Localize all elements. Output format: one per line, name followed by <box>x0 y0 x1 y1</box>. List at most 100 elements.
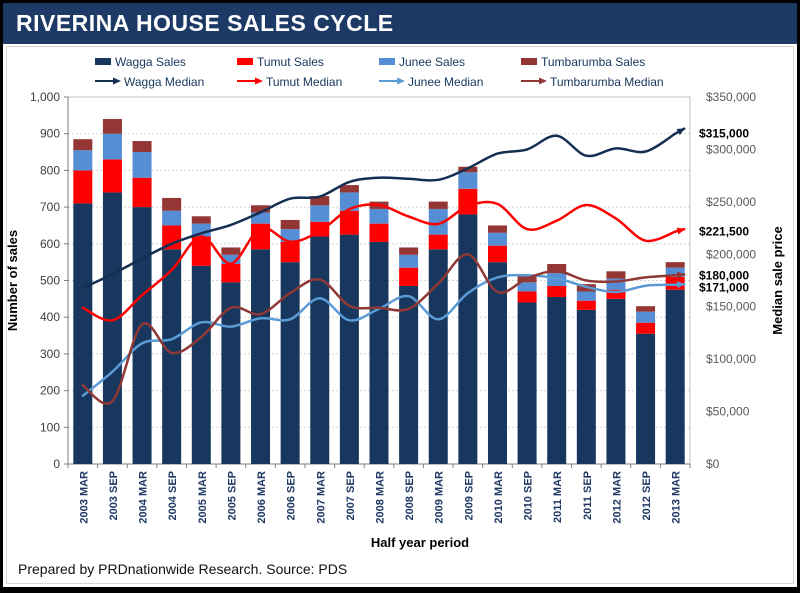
bar-segment-wagga-sales <box>102 192 122 465</box>
x-tick-label: 2005 MAR <box>197 471 209 524</box>
x-tick-label: 2012 MAR <box>611 471 623 524</box>
legend-label: Tumut Sales <box>257 54 324 69</box>
x-tick-label: 2007 SEP <box>345 471 357 521</box>
x-tick-label: 2004 SEP <box>167 471 179 521</box>
bar-segment-junee-sales <box>428 208 448 235</box>
bar-segment-tumut-sales <box>399 267 419 287</box>
bar-segment-junee-sales <box>132 152 152 178</box>
bar-segment-tumut-sales <box>162 225 182 250</box>
bar-segment-tumbarumba-sales <box>221 247 241 255</box>
bar-segment-tumut-sales <box>251 223 271 250</box>
bar-segment-tumbarumba-sales <box>547 263 567 274</box>
median-line-tumut-median <box>81 200 686 322</box>
x-tick-label: 2009 SEP <box>463 471 475 521</box>
right-tick-label: $50,000 <box>706 405 750 419</box>
x-tick-label: 2009 MAR <box>434 471 446 524</box>
bar-segment-wagga-sales <box>310 236 330 464</box>
median-line-tumbarumba-median <box>81 253 686 405</box>
bar-segment-junee-sales <box>606 278 626 290</box>
tumbarumba-median-arrow-icon <box>521 73 547 91</box>
x-tick-label: 2008 MAR <box>375 471 387 524</box>
right-tick-label: $200,000 <box>706 247 756 261</box>
bar-segment-junee-sales <box>636 311 656 323</box>
median-line-wagga-median <box>81 127 686 290</box>
bar-segment-tumut-sales <box>606 289 626 299</box>
source-note: Prepared by PRDnationwide Research. Sour… <box>18 561 348 577</box>
bar-segment-wagga-sales <box>280 262 300 464</box>
tumut-sales-swatch-icon <box>237 58 253 65</box>
tumut-median-arrow-icon <box>237 73 263 91</box>
x-tick-label: 2010 SEP <box>523 471 535 521</box>
bar-segment-tumbarumba-sales <box>280 219 300 230</box>
x-tick-label: 2010 MAR <box>493 471 505 524</box>
bar-segment-junee-sales <box>369 208 389 224</box>
x-tick-label: 2011 SEP <box>582 471 594 520</box>
junee-sales-swatch-icon <box>379 58 395 65</box>
legend-median-row: Wagga Median Tumut Median Junee Median T… <box>3 74 797 89</box>
y-tick-label: 200 <box>40 384 60 398</box>
y-tick-label: 300 <box>40 347 60 361</box>
x-tick-label: 2003 SEP <box>108 471 120 521</box>
callout-label: $180,000 <box>699 268 749 282</box>
y-tick-label: 700 <box>40 200 60 214</box>
right-tick-label: $250,000 <box>706 195 756 209</box>
legend-item-tumut-median: Tumut Median <box>237 74 342 89</box>
bar-segment-tumut-sales <box>221 263 241 283</box>
x-axis-title: Half year period <box>371 535 469 550</box>
bar-segment-wagga-sales <box>221 282 241 464</box>
bar-segment-junee-sales <box>399 254 419 268</box>
bar-segment-junee-sales <box>280 229 300 242</box>
legend-item-junee-sales: Junee Sales <box>379 54 465 69</box>
bar-segment-wagga-sales <box>665 289 685 464</box>
bar-segment-tumut-sales <box>576 300 596 310</box>
bar-segment-tumut-sales <box>369 223 389 242</box>
bar-segment-junee-sales <box>576 291 596 301</box>
bar-segment-wagga-sales <box>487 262 507 464</box>
legend-item-tumbarumba-sales: Tumbarumba Sales <box>521 54 645 69</box>
wagga-sales-swatch-icon <box>95 58 111 65</box>
right-tick-label: $350,000 <box>706 90 756 104</box>
bar-segment-wagga-sales <box>517 302 537 464</box>
bar-segment-tumbarumba-sales <box>399 247 419 255</box>
bar-segment-wagga-sales <box>251 249 271 464</box>
y-tick-label: 1,000 <box>30 90 60 104</box>
y-tick-label: 400 <box>40 310 60 324</box>
bar-segment-tumbarumba-sales <box>191 216 211 224</box>
y-tick-label: 800 <box>40 163 60 177</box>
callout-label: $171,000 <box>699 280 749 294</box>
bar-segment-wagga-sales <box>576 309 596 464</box>
bar-segment-junee-sales <box>251 212 271 224</box>
bar-segment-junee-sales <box>310 205 330 222</box>
callout-label: $221,500 <box>699 225 749 239</box>
bar-segment-tumut-sales <box>280 241 300 263</box>
legend-label: Wagga Sales <box>115 54 186 69</box>
legend-label: Tumut Median <box>266 74 343 89</box>
median-line-glyph <box>379 77 405 84</box>
median-line-glyph <box>521 77 547 84</box>
bar-segment-tumut-sales <box>487 245 507 263</box>
bar-segment-wagga-sales <box>162 249 182 464</box>
chart-svg: 0 100 200 300 400 500 600 700 800 900 1,000 $0 $50,0… <box>5 90 785 550</box>
bar-segment-tumut-sales <box>517 291 537 303</box>
y-tick-label: 600 <box>40 237 60 251</box>
right-tick-label: $150,000 <box>706 300 756 314</box>
tumbarumba-sales-swatch-icon <box>521 58 537 65</box>
bar-segment-junee-sales <box>102 133 122 160</box>
y-tick-label: 100 <box>40 420 60 434</box>
right-tick-label: $100,000 <box>706 352 756 366</box>
bar-segment-tumbarumba-sales <box>665 262 685 268</box>
legend-item-tumbarumba-median: Tumbarumba Median <box>521 74 664 89</box>
legend-sales-row: Wagga Sales Tumut Sales Junee Sales Tumb… <box>3 54 797 69</box>
y-tick-label: 0 <box>53 457 60 471</box>
bar-segment-junee-sales <box>221 254 241 264</box>
bar-segment-wagga-sales <box>73 203 93 464</box>
bar-segment-wagga-sales <box>369 241 389 464</box>
x-tick-label: 2006 SEP <box>286 471 298 521</box>
bar-segment-tumut-sales <box>132 177 152 208</box>
x-tick-label: 2013 MAR <box>671 471 683 524</box>
bar-segment-tumut-sales <box>102 159 122 193</box>
bar-segment-junee-sales <box>517 282 537 292</box>
bar-segment-wagga-sales <box>636 333 656 464</box>
left-axis-title: Number of sales <box>5 230 20 331</box>
